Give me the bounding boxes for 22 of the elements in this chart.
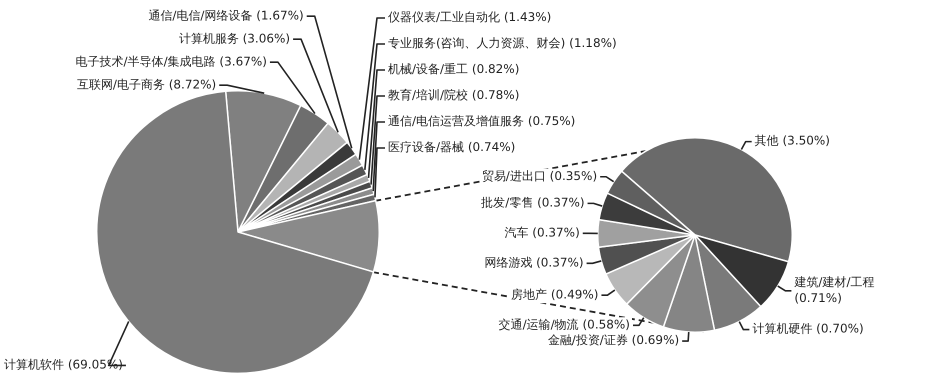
slice-label: 建筑/建材/工程 <box>793 274 874 289</box>
slice-label: 专业服务(咨询、人力资源、财会) (1.18%) <box>388 36 617 50</box>
slice-label: 机械/设备/重工 (0.82%) <box>388 62 520 76</box>
slice-label: 计算机硬件 (0.70%) <box>752 322 864 336</box>
slice-label: 电子技术/半导体/集成电路 (3.67%) <box>76 54 267 68</box>
slice-label: 网络游戏 (0.37%) <box>484 255 584 270</box>
slice-label: 批发/零售 (0.37%) <box>481 196 585 210</box>
slice-label: 通信/电信/网络设备 (1.67%) <box>148 8 304 22</box>
slice-label: 医疗设备/器械 (0.74%) <box>388 140 516 154</box>
slice-label: 教育/培训/院校 (0.78%) <box>388 88 520 102</box>
slice-label: 通信/电信运营及增值服务 (0.75%) <box>388 114 576 128</box>
slice-label: 其他 (3.50%) <box>754 134 830 148</box>
slice-label: 仪器仪表/工业自动化 (1.43%) <box>388 10 552 24</box>
slice-label: 房地产 (0.49%) <box>511 287 598 302</box>
slice-label: 计算机软件 (69.05%) <box>4 358 123 372</box>
slice-label: 互联网/电子商务 (8.72%) <box>76 77 216 92</box>
slice-label: 汽车 (0.37%) <box>504 225 580 240</box>
data-label: (0.71%) <box>794 290 842 305</box>
slice-label: 计算机服务 (3.06%) <box>178 31 290 46</box>
slice-label: 交通/运输/物流 (0.58%) <box>498 317 630 332</box>
slice-label: 金融/投资/证券 (0.69%) <box>548 333 680 348</box>
slice-label: 贸易/进出口 (0.35%) <box>482 168 598 183</box>
